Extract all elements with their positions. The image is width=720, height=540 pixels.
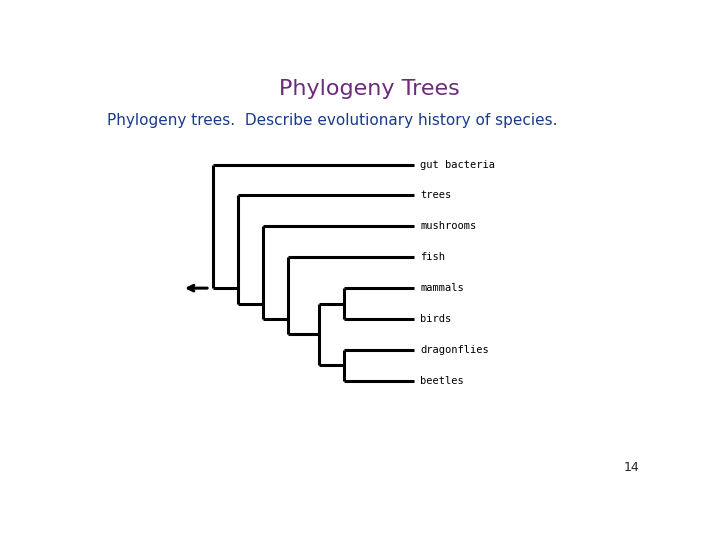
Text: mushrooms: mushrooms [420, 221, 477, 231]
Text: trees: trees [420, 191, 451, 200]
Text: beetles: beetles [420, 376, 464, 386]
Text: dragonflies: dragonflies [420, 345, 489, 355]
Text: 14: 14 [624, 461, 639, 474]
Text: Phylogeny Trees: Phylogeny Trees [279, 79, 459, 99]
Text: mammals: mammals [420, 283, 464, 293]
Text: gut bacteria: gut bacteria [420, 160, 495, 170]
Text: Phylogeny trees.  Describe evolutionary history of species.: Phylogeny trees. Describe evolutionary h… [107, 113, 557, 127]
Text: fish: fish [420, 252, 446, 262]
Text: birds: birds [420, 314, 451, 324]
